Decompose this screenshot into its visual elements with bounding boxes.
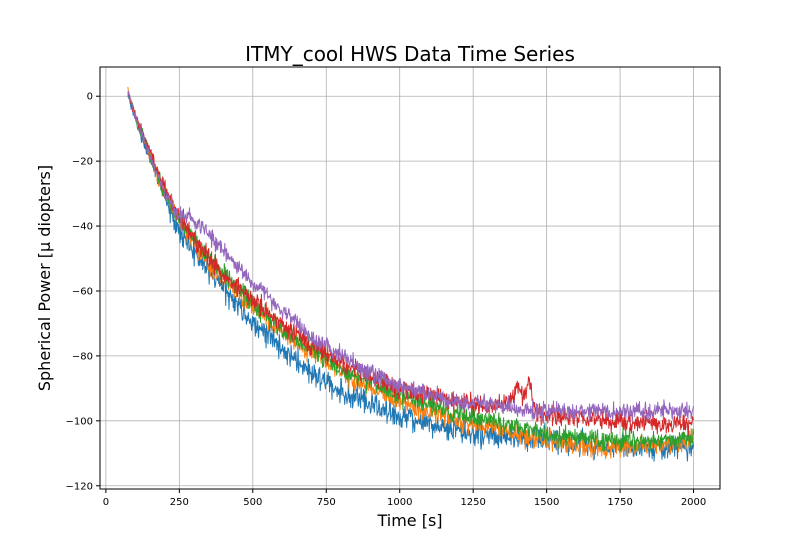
x-tick-label: 0 xyxy=(103,497,109,508)
x-tick-label: 1500 xyxy=(534,497,559,508)
x-tick-label: 1750 xyxy=(607,497,632,508)
x-axis-label: Time [s] xyxy=(376,511,442,530)
series-group xyxy=(127,86,694,462)
x-tick-label: 2000 xyxy=(681,497,706,508)
y-axis-ticks: 0 −20 −40 −60 −80 −100 −120 xyxy=(66,92,100,492)
grid xyxy=(100,67,720,489)
series-line-4 xyxy=(127,93,694,436)
series-line-5 xyxy=(127,90,694,422)
y-axis-label: Spherical Power [μ diopters] xyxy=(35,165,54,391)
y-tick-label: −40 xyxy=(72,222,93,233)
x-tick-label: 500 xyxy=(243,497,262,508)
x-tick-label: 1250 xyxy=(460,497,485,508)
x-tick-label: 250 xyxy=(170,497,189,508)
y-tick-label: 0 xyxy=(87,92,93,103)
y-tick-label: −80 xyxy=(72,351,93,362)
y-tick-label: −20 xyxy=(72,157,93,168)
y-tick-label: −60 xyxy=(72,286,93,297)
y-tick-label: −120 xyxy=(66,481,93,492)
x-tick-label: 750 xyxy=(317,497,336,508)
x-tick-label: 1000 xyxy=(387,497,412,508)
plot-frame xyxy=(99,66,721,490)
y-tick-label: −100 xyxy=(66,416,93,427)
chart-title: ITMY_cool HWS Data Time Series xyxy=(245,42,575,66)
x-axis-ticks: 0 250 500 750 1000 1250 1500 1750 2000 xyxy=(103,489,706,508)
